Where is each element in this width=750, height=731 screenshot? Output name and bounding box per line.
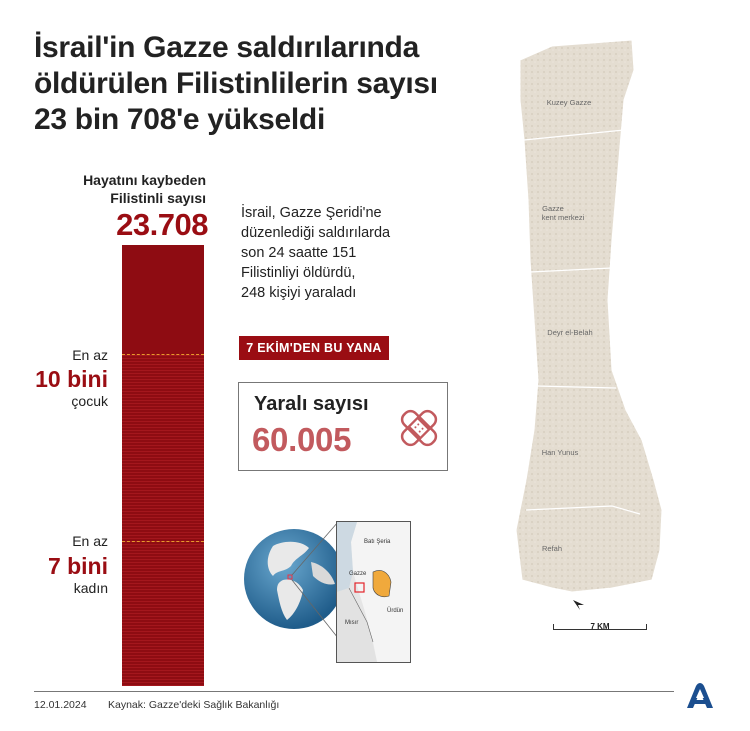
footer-date: 12.01.2024	[34, 699, 87, 711]
casualty-bar	[122, 245, 204, 686]
description-line: İsrail, Gazze Şeridi'ne	[241, 205, 382, 221]
zoom-connector-lines	[291, 521, 339, 639]
dead-count: 23.708	[116, 207, 208, 242]
globe-icon	[244, 529, 344, 629]
inset-label-jordan: Ürdün	[387, 608, 404, 614]
description-line: Filistinliyi öldürdü,	[241, 265, 356, 281]
region-label-rafah: Refah	[541, 544, 562, 553]
title-line-1: İsrail'in Gazze saldırılarında	[34, 31, 419, 64]
description-text: İsrail, Gazze Şeridi'ne düzenlediği sald…	[241, 203, 441, 303]
inset-map: Batı Şeria Gazze Ürdün Mısır	[336, 521, 411, 663]
description-line: son 24 saatte 151	[241, 245, 357, 261]
dead-caption: Hayatını kaybeden Filistinli sayısı	[40, 171, 206, 207]
title-line-3: 23 bin 708'e yükseldi	[34, 103, 325, 136]
region-label-khan-younis: Han Yunus	[541, 448, 579, 457]
children-count: 10 bini	[35, 366, 108, 392]
dead-caption-line-2: Filistinli sayısı	[110, 190, 206, 206]
description-line: düzenlediği saldırılarda	[241, 225, 391, 241]
since-badge: 7 EKİM'DEN BU YANA	[239, 336, 389, 360]
children-marker-line	[122, 354, 204, 355]
description-line: 248 kişiyi yaraladı	[241, 285, 357, 301]
inset-map-shapes	[337, 522, 410, 662]
injured-label: Yaralı sayısı	[254, 393, 369, 415]
region-label-city-center: kent merkezi	[541, 213, 585, 222]
children-prefix: En az	[72, 347, 108, 363]
aa-logo-icon	[687, 683, 713, 708]
region-label-north-gaza: Kuzey Gazze	[546, 98, 592, 107]
women-count: 7 bini	[47, 553, 108, 579]
women-suffix: kadın	[73, 580, 108, 596]
inset-label-egypt: Mısır	[345, 620, 359, 626]
north-arrow-icon	[573, 600, 584, 610]
women-marker-line	[122, 541, 204, 542]
page-title: İsrail'in Gazze saldırılarında öldürülen…	[34, 30, 494, 138]
inset-label-west-bank: Batı Şeria	[364, 539, 391, 545]
children-suffix: çocuk	[71, 393, 108, 409]
footer-divider	[34, 691, 674, 692]
title-line-2: öldürülen Filistinlilerin sayısı	[34, 67, 438, 100]
injured-count: 60.005	[252, 421, 352, 458]
region-label-gaza: Gazze	[542, 204, 564, 213]
gaza-strip-map: Kuzey Gazze Gazze kent merkezi Deyr el-B…	[512, 40, 664, 640]
scale-label: 7 KM	[590, 622, 610, 631]
casualty-bar-hatched-section	[122, 354, 204, 686]
gaza-strip-shape	[515, 40, 663, 593]
bandage-icon	[400, 409, 438, 447]
region-label-deir-al-balah: Deyr el-Belah	[547, 328, 593, 337]
footer-source: Kaynak: Gazze'deki Sağlık Bakanlığı	[108, 699, 280, 711]
scale-bar	[553, 624, 647, 630]
dead-caption-line-1: Hayatını kaybeden	[83, 172, 206, 188]
women-prefix: En az	[72, 533, 108, 549]
inset-label-gaza: Gazze	[349, 571, 367, 577]
injured-box: Yaralı sayısı 60.005	[238, 382, 448, 471]
